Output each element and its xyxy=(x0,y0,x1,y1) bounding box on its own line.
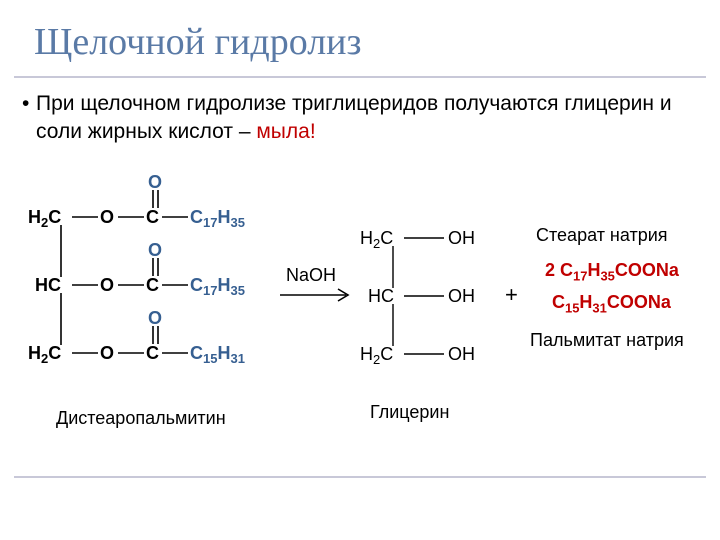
stearate-label: Стеарат натрия xyxy=(536,225,668,246)
stearate-formula: 2 C17H35COONa xyxy=(545,260,679,284)
svg-text:C15H31: C15H31 xyxy=(190,343,245,366)
svg-text:OH: OH xyxy=(448,228,475,248)
svg-text:H2C: H2C xyxy=(360,228,393,251)
rule-top xyxy=(14,76,706,78)
glycerol-structure: H2C OH HC OH H2C OH xyxy=(360,200,510,400)
svg-text:O: O xyxy=(148,308,162,328)
svg-text:C: C xyxy=(146,275,159,295)
svg-text:HC: HC xyxy=(35,275,61,295)
svg-text:HC: HC xyxy=(368,286,394,306)
rule-bottom xyxy=(14,476,706,478)
bullet-text: • При щелочном гидролизе триглицеридов п… xyxy=(22,90,692,147)
svg-text:OH: OH xyxy=(448,344,475,364)
svg-text:O: O xyxy=(148,172,162,192)
svg-text:O: O xyxy=(100,275,114,295)
svg-text:O: O xyxy=(100,343,114,363)
svg-text:OH: OH xyxy=(448,286,475,306)
plus-sign: + xyxy=(505,282,518,308)
reagent-label: NaOH xyxy=(286,265,336,286)
bullet-marker: • xyxy=(22,90,29,118)
svg-text:H2C: H2C xyxy=(360,344,393,367)
svg-text:C: C xyxy=(146,343,159,363)
reaction-arrow xyxy=(278,285,358,305)
svg-text:O: O xyxy=(148,240,162,260)
svg-text:H2C: H2C xyxy=(28,343,61,366)
svg-text:H2C: H2C xyxy=(28,207,61,230)
triglyceride-label: Дистеаропальмитин xyxy=(56,408,226,429)
slide-title: Щелочной гидролиз xyxy=(34,20,362,64)
svg-text:C17H35: C17H35 xyxy=(190,207,245,230)
svg-text:O: O xyxy=(100,207,114,227)
reaction-area: H2C O C O C17H35 HC O C O C17H35 H2C O C… xyxy=(0,170,720,460)
palmitate-label: Пальмитат натрия xyxy=(530,330,684,351)
bullet-soap: мыла! xyxy=(256,120,315,143)
svg-text:C17H35: C17H35 xyxy=(190,275,245,298)
glycerol-label: Глицерин xyxy=(370,402,449,423)
triglyceride-structure: H2C O C O C17H35 HC O C O C17H35 H2C O C… xyxy=(28,170,288,395)
bullet-body: При щелочном гидролизе триглицеридов пол… xyxy=(36,92,672,143)
palmitate-formula: C15H31COONa xyxy=(552,292,671,316)
svg-text:C: C xyxy=(146,207,159,227)
